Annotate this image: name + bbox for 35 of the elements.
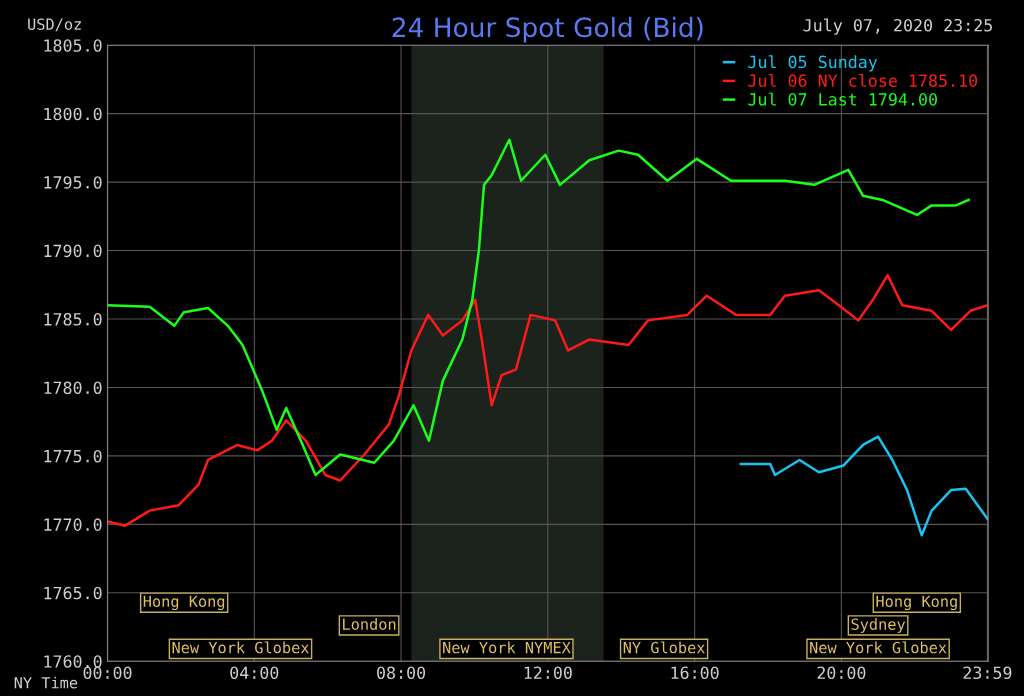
y-tick-label: 1785.0 — [44, 313, 102, 326]
x-tick-label: 08:00 — [377, 666, 426, 680]
y-tick-label: 1775.0 — [44, 449, 102, 463]
y-tick-label: 1765.0 — [44, 586, 102, 600]
y-tick-label: 1790.0 — [44, 244, 102, 258]
y-tick-label: 1760.0 — [44, 655, 102, 668]
y-tick-label: 1770.0 — [44, 518, 102, 531]
x-tick-label: 20:00 — [817, 666, 866, 680]
annotation: Hong Kong — [143, 595, 225, 611]
text: July 07, 2020 23:25 — [803, 18, 992, 35]
annotation: New York NYMEX — [443, 641, 571, 654]
y-tick-label: 1805.0 — [44, 39, 102, 52]
y-tick-label: 1800.0 — [44, 107, 102, 121]
line-series — [107, 273, 989, 527]
x-tick-label: 04:00 — [230, 666, 279, 680]
y-tick-label: 1780.0 — [44, 381, 102, 395]
legend-label: Jul 05 Sunday — [748, 55, 878, 72]
annotation: New York Globex — [172, 641, 309, 654]
annotation: London — [343, 618, 396, 630]
y-axis-title: USD/oz — [28, 18, 81, 32]
annotation: New York Globex — [810, 641, 947, 654]
line-series — [107, 138, 970, 477]
annotation: Hong Kong — [876, 595, 957, 611]
x-tick-label: 16:00 — [671, 666, 719, 680]
annotation: Sydney — [851, 618, 906, 633]
x-tick-label: 12:00 — [524, 666, 572, 680]
annotation: NY Globex — [623, 641, 705, 654]
chart-title: 24 Hour Spot Gold (Bid) — [392, 16, 703, 43]
x-axis-title: NY Time — [14, 676, 78, 689]
legend-label: Jul 06 NY close 1785.10 — [748, 73, 978, 87]
x-tick-label: 23:59 — [963, 666, 1012, 680]
x-tick-label: 00:00 — [83, 666, 132, 680]
line-series — [739, 435, 989, 537]
legend-label: Jul 07 Last 1794.00 — [748, 92, 937, 106]
y-tick-label: 1795.0 — [44, 176, 102, 189]
